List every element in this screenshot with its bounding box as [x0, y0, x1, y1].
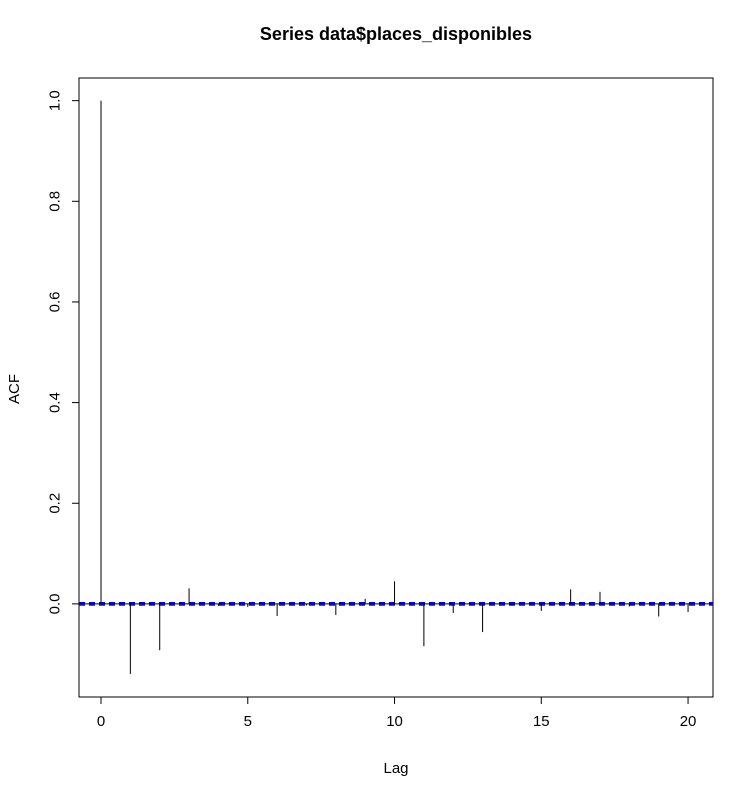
x-tick-label: 5 — [244, 713, 252, 730]
x-tick-label: 15 — [533, 713, 550, 730]
y-tick-label: 0.2 — [47, 493, 64, 514]
x-axis: 0 5 10 15 20 — [97, 696, 697, 730]
y-axis: 0.0 0.2 0.4 0.6 0.8 1.0 — [47, 90, 80, 614]
x-axis-label: Lag — [383, 760, 408, 777]
y-tick-label: 0.8 — [47, 191, 64, 212]
y-tick-label: 0.6 — [47, 292, 64, 313]
chart-title: Series data$places_disponibles — [260, 24, 532, 44]
x-tick-label: 20 — [680, 713, 697, 730]
y-tick-label: 0.0 — [47, 593, 64, 614]
confidence-bounds — [79, 602, 713, 606]
y-axis-label: ACF — [6, 374, 23, 404]
x-tick-label: 0 — [97, 713, 105, 730]
x-tick-label: 10 — [386, 713, 403, 730]
y-tick-label: 1.0 — [47, 90, 64, 111]
y-tick-label: 0.4 — [47, 392, 64, 413]
acf-spikes — [100, 100, 689, 674]
